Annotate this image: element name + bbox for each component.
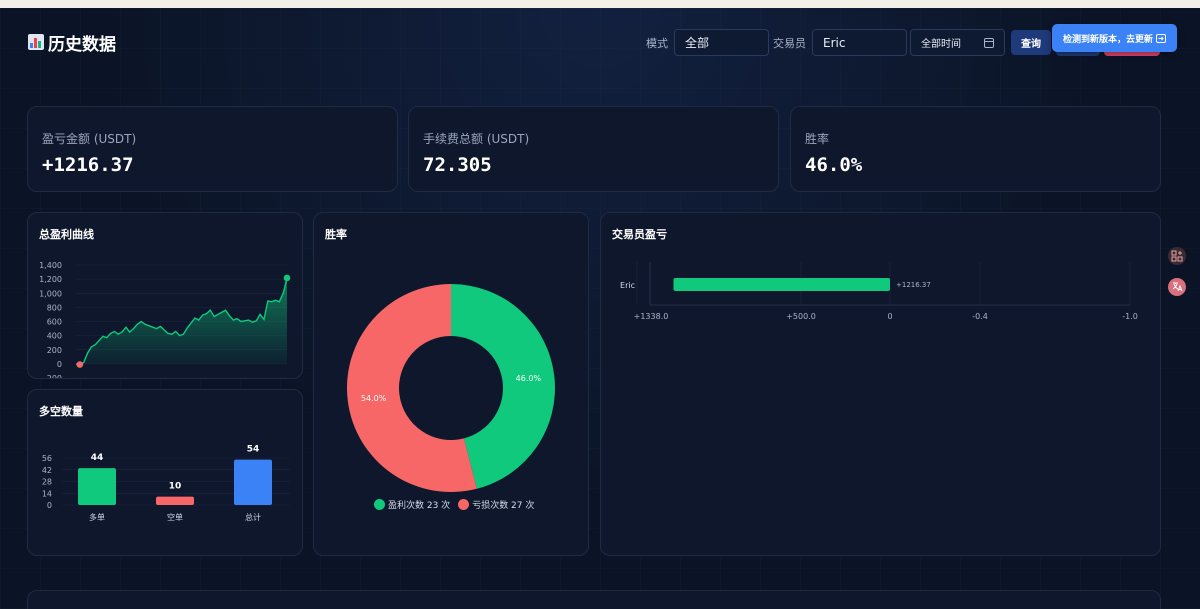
calendar-icon [984,37,994,48]
pnl-line [75,277,288,366]
win-rate-card: 胜率 46.0% 54.0% 盈利次数 23 次 亏损次数 27 次 [313,212,589,556]
y-tick-label: -200 [44,374,62,378]
trader-filter: 交易员 Eric [773,29,907,56]
stat-label: 手续费总额 (USDT) [423,132,530,146]
stat-card-fees: 手续费总额 (USDT) 72.305 [408,106,779,192]
page-title-text: 历史数据 [48,34,116,55]
bar-value-label: 54 [247,445,260,455]
mode-select[interactable]: 全部 [674,29,769,56]
slice-percent-label: 54.0% [361,394,387,403]
x-tick-label: 0 [887,312,892,321]
arrow-right-icon [1156,33,1166,43]
x-tick-label: -1.0 [1122,312,1138,321]
stat-value: 46.0% [805,154,863,176]
mode-filter-label: 模式 [646,36,668,50]
x-tick-label: 空单 [167,512,183,522]
y-tick-label: Eric [620,281,635,290]
stat-value: 72.305 [423,154,492,176]
x-tick-label: 多单 [89,512,105,522]
x-tick-label: +1338.0 [634,312,669,321]
y-tick-label: 1,000 [39,289,62,298]
update-banner-text: 检测到新版本，去更新 [1062,34,1153,45]
y-tick-label: 14 [42,489,52,498]
y-tick-label: 1,200 [39,275,62,284]
mode-filter: 模式 全部 [646,29,769,56]
slice-percent-label: 46.0% [516,374,542,383]
bar-value-label: 44 [91,453,104,463]
x-tick-label: 总计 [245,512,261,522]
legend-item-profit[interactable]: 盈利次数 23 次 [374,498,450,511]
pnl-curve-chart: 1,400 1,200 1,000 800 600 400 200 0 -200 [39,261,291,378]
query-button[interactable]: 查询 [1011,30,1051,55]
bar [156,496,194,505]
bottom-card [27,590,1161,609]
long-short-chart: 56 42 28 14 0 44 多单 10 空单 54 总计 [42,445,290,522]
x-tick-label: -0.4 [972,312,988,321]
stat-value: +1216.37 [42,154,134,176]
legend-marker [374,499,385,510]
card-title: 胜率 [325,228,347,241]
update-banner[interactable]: 检测到新版本，去更新 [1052,24,1177,52]
stat-label: 盈亏金额 (USDT) [42,132,137,146]
card-title: 总盈利曲线 [39,228,94,241]
trader-filter-label: 交易员 [773,36,806,50]
stat-card-pnl: 盈亏金额 (USDT) +1216.37 [27,106,398,192]
min-point-marker [76,361,84,368]
card-title: 交易员盈亏 [612,228,667,241]
apps-icon[interactable] [1168,247,1186,265]
win-rate-legend: 盈利次数 23 次 亏损次数 27 次 [374,498,534,511]
y-tick-label: 28 [42,478,52,487]
y-tick-label: 56 [42,454,52,463]
pnl-area [76,278,287,365]
donut-slice [451,284,555,489]
y-tick-label: 800 [47,303,62,312]
trader-pnl-chart: +1338.0 +500.0 0 -0.4 -1.0 Eric +1216.37 [620,262,1138,321]
trader-select[interactable]: Eric [812,29,907,56]
win-rate-donut-chart: 46.0% 54.0% [346,284,555,492]
translate-icon[interactable] [1168,278,1186,296]
window-top-strip [0,0,1200,8]
long-short-card: 多空数量 56 42 28 14 0 44 多单 10 空单 54 总计 [27,389,303,556]
legend-label: 亏损次数 27 次 [472,501,535,511]
donut-slice [346,284,477,492]
bar-chart-icon [28,34,44,50]
legend-label: 盈利次数 23 次 [388,501,451,511]
bar-value-label: 10 [169,482,182,492]
bar [78,468,116,505]
y-tick-label: 600 [47,318,62,327]
y-tick-label: 1,400 [39,261,62,270]
stat-card-winrate: 胜率 46.0% [790,106,1161,192]
y-tick-label: 0 [57,360,62,369]
y-tick-label: 42 [42,466,52,475]
stat-label: 胜率 [805,132,830,146]
legend-item-loss[interactable]: 亏损次数 27 次 [458,498,534,511]
trader-bar [673,278,890,291]
time-range-value: 全部时间 [921,39,961,50]
trader-pnl-card: 交易员盈亏 +1338.0 +500.0 0 -0.4 -1.0 Eric +1216.37 [600,212,1161,556]
card-title: 多空数量 [39,405,83,418]
time-filter: 全部时间 [910,29,1005,56]
max-point-marker [283,274,291,282]
y-tick-label: 400 [47,332,62,341]
page-title: 历史数据 [28,30,116,55]
bar-value-label: +1216.37 [896,281,931,289]
x-tick-label: +500.0 [786,312,816,321]
y-tick-label: 0 [47,501,52,510]
bar [234,459,272,505]
pnl-curve-card: 总盈利曲线 1,400 1,200 1,000 800 600 400 200 0 -200 [27,212,303,379]
y-tick-label: 200 [47,346,62,355]
time-range-picker[interactable]: 全部时间 [910,29,1005,56]
legend-marker [458,499,470,510]
